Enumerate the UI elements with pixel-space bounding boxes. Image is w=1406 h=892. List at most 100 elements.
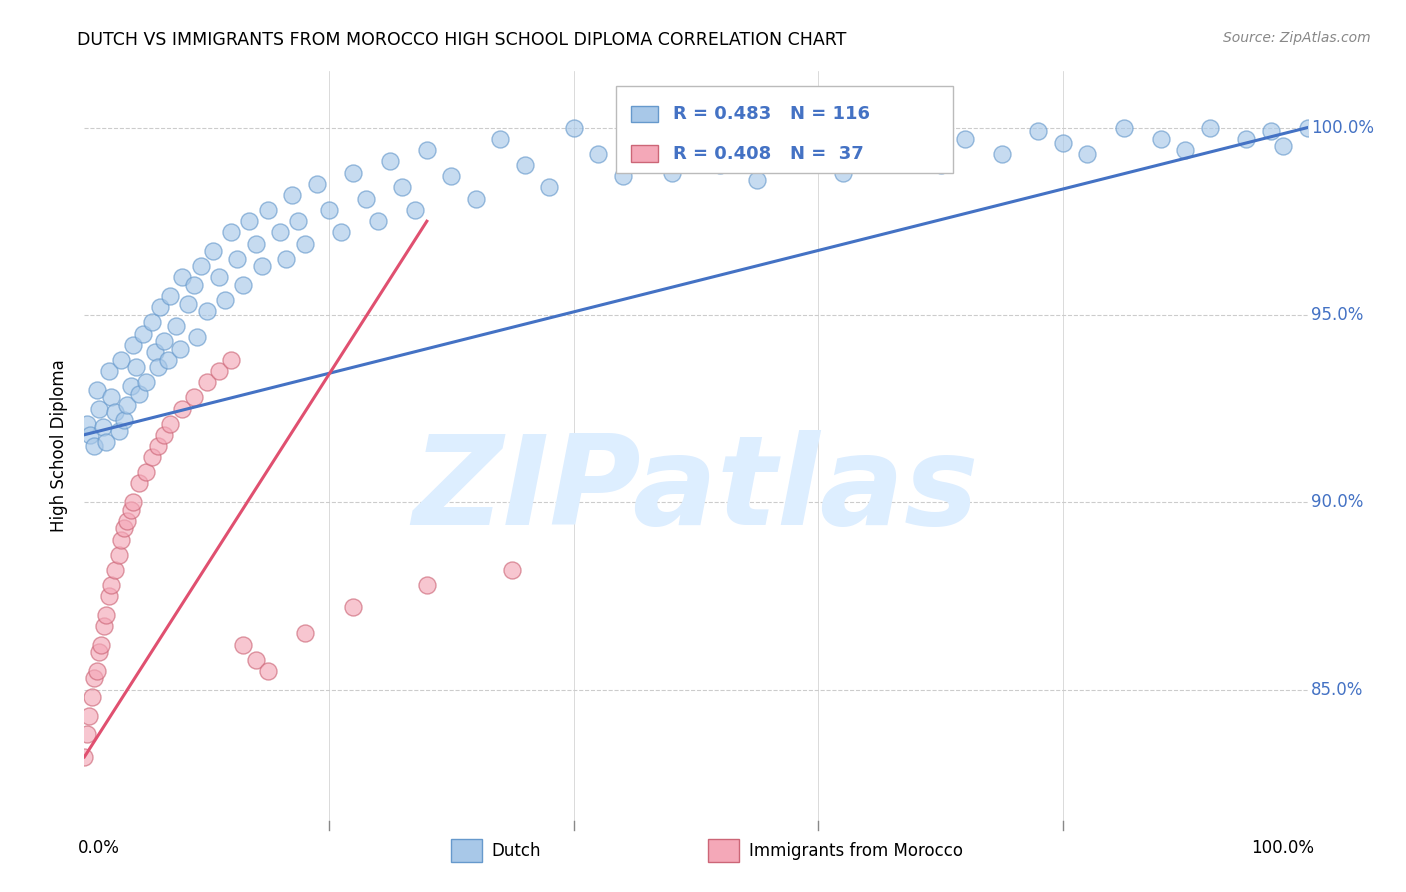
Text: Source: ZipAtlas.com: Source: ZipAtlas.com xyxy=(1223,31,1371,45)
Point xyxy=(79,427,101,442)
Point xyxy=(86,664,108,678)
Text: Dutch: Dutch xyxy=(492,842,541,860)
Point xyxy=(226,252,249,266)
Point xyxy=(97,364,120,378)
Point xyxy=(153,427,176,442)
Point xyxy=(562,120,585,135)
Point xyxy=(294,236,316,251)
Point xyxy=(342,165,364,179)
Point xyxy=(1114,120,1136,135)
Point xyxy=(257,202,280,217)
Point xyxy=(122,495,145,509)
Point xyxy=(112,521,135,535)
Text: 85.0%: 85.0% xyxy=(1312,681,1364,698)
Point xyxy=(416,577,439,591)
Point xyxy=(354,192,377,206)
Point xyxy=(110,352,132,367)
Point xyxy=(190,259,212,273)
Point xyxy=(685,139,707,153)
Point xyxy=(1272,139,1295,153)
Point xyxy=(141,315,163,329)
Point xyxy=(305,177,328,191)
Point xyxy=(391,180,413,194)
Point xyxy=(831,165,853,179)
Point xyxy=(120,379,142,393)
Point xyxy=(245,236,267,251)
Point xyxy=(122,338,145,352)
Point xyxy=(195,304,218,318)
Point xyxy=(96,435,118,450)
Point xyxy=(783,132,806,146)
Point xyxy=(464,192,486,206)
Point xyxy=(183,390,205,404)
Point xyxy=(146,360,169,375)
Point xyxy=(165,319,187,334)
Point xyxy=(1028,124,1050,138)
Point xyxy=(135,376,157,390)
Point xyxy=(1198,120,1220,135)
Point xyxy=(104,405,127,419)
Point xyxy=(269,226,291,240)
Point xyxy=(100,577,122,591)
Point xyxy=(538,180,561,194)
Point xyxy=(238,214,260,228)
Point xyxy=(172,270,194,285)
Point xyxy=(636,146,658,161)
FancyBboxPatch shape xyxy=(451,839,482,862)
Point xyxy=(294,626,316,640)
Point xyxy=(318,202,340,217)
Point xyxy=(1236,132,1258,146)
Point xyxy=(87,401,110,416)
Point xyxy=(112,413,135,427)
Point xyxy=(232,277,254,292)
Point xyxy=(177,296,200,310)
Point xyxy=(1076,146,1098,161)
Point xyxy=(513,158,536,172)
Point xyxy=(232,638,254,652)
Point xyxy=(83,439,105,453)
Point xyxy=(612,169,634,184)
Point xyxy=(97,589,120,603)
Point xyxy=(183,277,205,292)
FancyBboxPatch shape xyxy=(709,839,738,862)
Text: 100.0%: 100.0% xyxy=(1251,839,1313,857)
Point xyxy=(87,645,110,659)
Point xyxy=(250,259,273,273)
Point xyxy=(125,360,148,375)
Point xyxy=(156,352,179,367)
Point xyxy=(257,664,280,678)
Point xyxy=(76,417,98,431)
Point xyxy=(96,607,118,622)
Point xyxy=(342,600,364,615)
Point xyxy=(115,514,138,528)
Point xyxy=(287,214,309,228)
Point xyxy=(132,326,155,341)
Point xyxy=(869,124,891,138)
Point xyxy=(86,383,108,397)
Text: Immigrants from Morocco: Immigrants from Morocco xyxy=(748,842,963,860)
Point xyxy=(110,533,132,547)
Point xyxy=(159,289,181,303)
Point xyxy=(208,270,231,285)
Point xyxy=(1052,136,1074,150)
Point xyxy=(905,143,928,157)
Point xyxy=(1296,120,1319,135)
Point xyxy=(747,173,769,187)
Point xyxy=(107,424,129,438)
Text: ZIPatlas: ZIPatlas xyxy=(413,431,979,551)
Point xyxy=(929,158,952,172)
Point xyxy=(93,619,115,633)
Point xyxy=(115,398,138,412)
Point xyxy=(1150,132,1173,146)
Point xyxy=(104,563,127,577)
Point xyxy=(416,143,439,157)
Point xyxy=(146,439,169,453)
Point xyxy=(186,330,208,344)
Point xyxy=(128,476,150,491)
Point xyxy=(219,352,242,367)
Point xyxy=(80,690,103,704)
Text: 100.0%: 100.0% xyxy=(1312,119,1374,136)
Point xyxy=(91,420,114,434)
Point xyxy=(77,708,100,723)
Point xyxy=(807,151,830,165)
